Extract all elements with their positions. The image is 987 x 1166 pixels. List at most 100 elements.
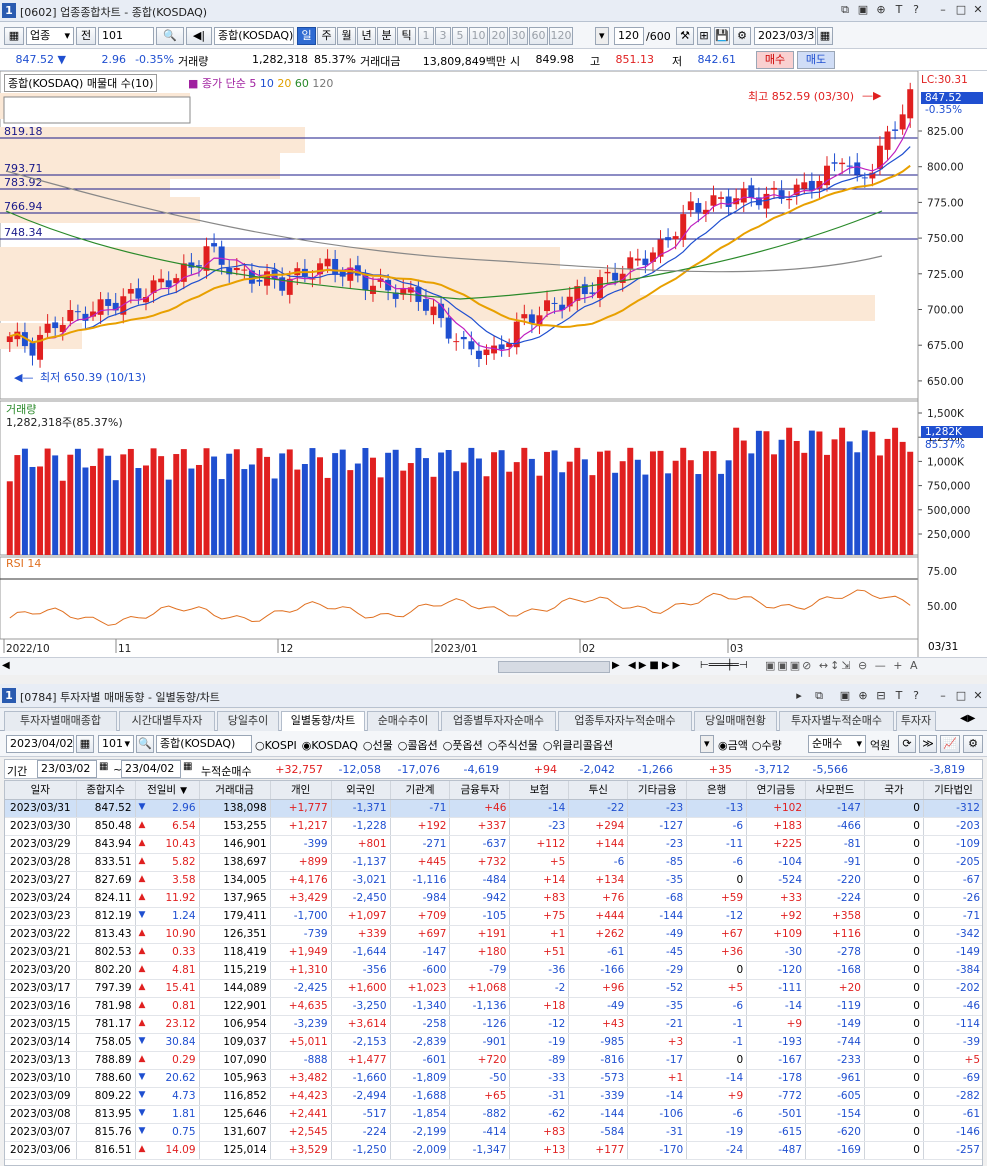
market-radio-4[interactable]: ○풋옵션 [443, 739, 483, 752]
sell-button[interactable]: 매도 [797, 51, 835, 69]
settings-icon[interactable]: ⚙ [733, 27, 751, 45]
scroll-right-icon[interactable]: ▶ [612, 660, 620, 671]
help-icon-2[interactable]: ? [913, 689, 919, 702]
column-header-15[interactable]: 기타법인 [923, 781, 982, 800]
chart-tools-icons[interactable]: ▣▣▣⊘ ↔↕⇲ ⊖ — + A [765, 659, 920, 672]
column-header-2[interactable]: 전일비 ▼ [135, 781, 200, 800]
count-input[interactable]: 120 [614, 27, 644, 45]
save-icon[interactable]: 💾 [714, 27, 730, 45]
investor-table-wrap[interactable]: 일자 종합지수 전일비 ▼ 거래대금 개인 외국인 기관계 금융투자 보험 투신 기타금융 은행 연기금등… [4, 780, 983, 1166]
table-row[interactable]: 2023/03/14 758.05 ▼ 30.84 109,037 +5,011 -2,15… [5, 1033, 982, 1052]
zoom-slider[interactable]: ⊢═══╪═⊣ [700, 660, 748, 671]
calendar-icon[interactable]: ▦ [817, 27, 833, 45]
table-row[interactable]: 2023/03/30 850.48 ▲ 6.54 153,255 +1,217 -1,228… [5, 817, 982, 836]
interval-button-4[interactable]: 20 [489, 27, 508, 45]
tab-8[interactable]: 투자자별누적순매수 [779, 711, 894, 731]
tab-3[interactable]: 일별동향/차트 [281, 711, 365, 732]
unit-radio-0[interactable]: ◉금액 [718, 739, 748, 752]
market-select[interactable]: 업종 ▾ [26, 27, 74, 45]
help-icon[interactable]: ? [913, 3, 919, 16]
market-radio-3[interactable]: ○콜옵션 [398, 739, 438, 752]
font-icon[interactable]: T [895, 3, 903, 16]
column-header-4[interactable]: 개인 [270, 781, 332, 800]
pin-icon-2[interactable]: ⊕ [858, 689, 868, 702]
period-button-3[interactable]: 년 [357, 27, 376, 45]
tab-7[interactable]: 당일매매현황 [694, 711, 777, 731]
maximize-icon[interactable]: □ [955, 3, 967, 16]
period-to-cal-icon[interactable]: ▦ [183, 761, 193, 772]
column-header-10[interactable]: 기타금융 [627, 781, 688, 800]
column-header-8[interactable]: 보험 [509, 781, 570, 800]
refresh-icon[interactable]: ⟳ [898, 735, 916, 753]
filter-code-input[interactable]: 101 ▾ [98, 735, 134, 753]
table-row[interactable]: 2023/03/24 824.11 ▲ 11.92 137,965 +3,429 -2,45… [5, 889, 982, 908]
close-icon[interactable]: ✕ [973, 3, 983, 16]
grid-icon[interactable]: ⊞ [697, 27, 711, 45]
period-from[interactable]: 23/03/02 [37, 760, 97, 778]
table-row[interactable]: 2023/03/29 843.94 ▲ 10.43 146,901 -399 +801 -27… [5, 835, 982, 854]
all-button[interactable]: 전 [76, 27, 96, 45]
tab-4[interactable]: 순매수추이 [367, 711, 439, 731]
playback-controls[interactable]: ◀▶■▶▶ [628, 660, 684, 671]
num-dropdown[interactable]: ▾ [595, 27, 609, 45]
table-row[interactable]: 2023/03/17 797.39 ▲ 15.41 144,089 -2,425 +1,60… [5, 979, 982, 998]
table-row[interactable]: 2023/03/10 788.60 ▼ 20.62 105,963 +3,482 -1,66… [5, 1069, 982, 1088]
chart-tool-icon[interactable]: ⚒ [676, 27, 694, 45]
tab-6[interactable]: 업종투자자누적순매수 [558, 711, 692, 731]
period-button-1[interactable]: 주 [317, 27, 336, 45]
table-row[interactable]: 2023/03/08 813.95 ▼ 1.81 125,646 +2,441 -517 -1… [5, 1105, 982, 1124]
mode-select[interactable]: 순매수 ▾ [808, 735, 866, 753]
filter-calendar-icon[interactable]: ▦ [76, 735, 94, 753]
interval-button-1[interactable]: 3 [435, 27, 451, 45]
buy-button[interactable]: 매수 [756, 51, 794, 69]
table-row[interactable]: 2023/03/09 809.22 ▼ 4.73 116,852 +4,423 -2,494… [5, 1087, 982, 1106]
market-radio-2[interactable]: ○선물 [363, 739, 393, 752]
table-row[interactable]: 2023/03/15 781.17 ▲ 23.12 106,954 -3,239 +3,61… [5, 1015, 982, 1034]
column-header-13[interactable]: 사모펀드 [805, 781, 865, 800]
column-header-7[interactable]: 금융투자 [449, 781, 511, 800]
next-icon[interactable]: ≫ [919, 735, 937, 753]
market-radio-5[interactable]: ○주식선물 [488, 739, 538, 752]
column-header-0[interactable]: 일자 [5, 781, 77, 800]
column-header-3[interactable]: 거래대금 [199, 781, 271, 800]
chart-type-icon[interactable]: ▦ [4, 27, 24, 45]
link-icon-2[interactable]: ⧉ [815, 689, 823, 702]
screen-icon-2[interactable]: ▣ [839, 689, 851, 702]
market-radio-1[interactable]: ◉KOSDAQ [302, 739, 358, 752]
font-icon-2[interactable]: T [895, 689, 903, 702]
period-from-cal-icon[interactable]: ▦ [99, 761, 109, 772]
interval-button-7[interactable]: 120 [549, 27, 573, 45]
market-radio-6[interactable]: ○위클리콜옵션 [543, 739, 613, 752]
table-row[interactable]: 2023/03/28 833.51 ▲ 5.82 138,697 +899 -1,137 +4… [5, 853, 982, 872]
interval-button-0[interactable]: 1 [418, 27, 434, 45]
pin-icon[interactable]: ⊕ [876, 3, 886, 16]
screen-icon[interactable]: ▣ [857, 3, 869, 16]
code-input[interactable]: 101 [98, 27, 154, 45]
market-dropdown[interactable]: ▾ [700, 735, 714, 753]
column-header-6[interactable]: 기관계 [390, 781, 451, 800]
interval-button-5[interactable]: 30 [509, 27, 528, 45]
interval-button-3[interactable]: 10 [469, 27, 488, 45]
market-radio-0[interactable]: ○KOSPI [255, 739, 297, 752]
period-to[interactable]: 23/04/02 [121, 760, 181, 778]
table-row[interactable]: 2023/03/21 802.53 ▲ 0.33 118,419 +1,949 -1,644… [5, 943, 982, 962]
filter-date-input[interactable]: 2023/04/02 [6, 735, 74, 753]
table-row[interactable]: 2023/03/13 788.89 ▲ 0.29 107,090 -888 +1,477 -6… [5, 1051, 982, 1070]
table-row[interactable]: 2023/03/16 781.98 ▲ 0.81 122,901 +4,635 -3,250… [5, 997, 982, 1016]
tab-scroll-icon[interactable]: ◀▶ [960, 713, 976, 724]
table-row[interactable]: 2023/03/07 815.76 ▼ 0.75 131,607 +2,545 -224 -2… [5, 1123, 982, 1142]
chart-scrollbar[interactable]: ◀ ▶ ◀▶■▶▶ ⊢═══╪═⊣ ▣▣▣⊘ ↔↕⇲ ⊖ — + A [0, 657, 987, 675]
chart-icon-2[interactable]: ⊟ [876, 689, 886, 702]
link-icon[interactable]: ⧉ [841, 3, 849, 16]
tab-1[interactable]: 시간대별투자자 [119, 711, 215, 731]
close-icon-2[interactable]: ✕ [973, 689, 983, 702]
column-header-14[interactable]: 국가 [864, 781, 924, 800]
date-input[interactable]: 2023/03/31 [754, 27, 816, 45]
period-button-5[interactable]: 틱 [397, 27, 416, 45]
column-header-11[interactable]: 은행 [686, 781, 748, 800]
chart-toggle-icon[interactable]: 📈 [940, 735, 960, 753]
minimize-icon[interactable]: – [940, 3, 946, 16]
table-row[interactable]: 2023/03/23 812.19 ▼ 1.24 179,411 -1,700 +1,097… [5, 907, 982, 926]
filter-search-icon[interactable]: 🔍 [136, 735, 154, 753]
